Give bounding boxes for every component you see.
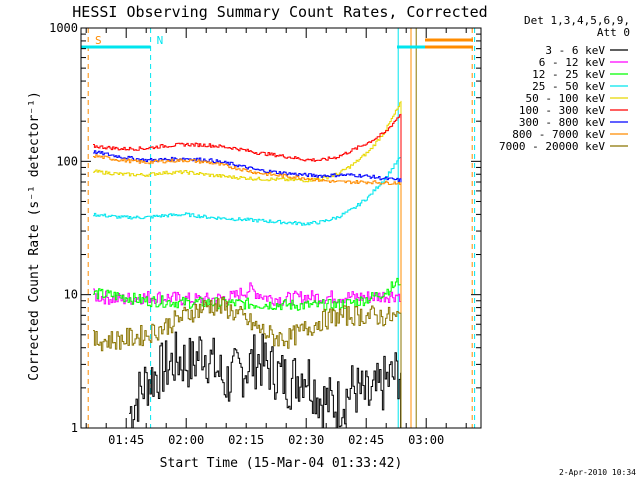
series-path: [93, 296, 402, 428]
series-12-25-keV-kev-line: [93, 274, 402, 428]
legend-label: 3 - 6 keV: [545, 44, 605, 57]
series-path: [93, 154, 402, 428]
chart-title: HESSI Observing Summary Count Rates, Cor…: [72, 3, 487, 21]
x-tick-label: 02:00: [168, 433, 204, 447]
x-tick-label: 02:30: [288, 433, 324, 447]
series-6-12-keV-kev-line: [93, 282, 402, 428]
series-7000-20000-keV-kev-line: [93, 296, 402, 428]
x-tick-label: 01:45: [108, 433, 144, 447]
legend-label: 12 - 25 keV: [532, 68, 605, 81]
series-3-6-keV-kev-line: [129, 331, 402, 429]
x-tick-label: 02:45: [348, 433, 384, 447]
legend-label: 6 - 12 keV: [539, 56, 606, 69]
annotation-n: N: [157, 34, 164, 47]
series-300-800-keV-kev-line: [93, 150, 402, 428]
series-100-300-keV-kev-line: [93, 113, 402, 428]
legend-label: 800 - 7000 keV: [512, 128, 605, 141]
series-path: [93, 282, 402, 428]
series-50-100-keV-kev-line: [93, 100, 402, 428]
series-path: [93, 100, 402, 428]
series-25-50-keV-kev-line: [93, 154, 402, 428]
y-tick-label: 100: [56, 154, 78, 168]
legend-header-attenuator: Att 0: [597, 26, 630, 39]
series-path: [93, 154, 402, 428]
legend-label: 25 - 50 keV: [532, 80, 605, 93]
axes: 1 10 100 1000 01:45 02:00 02:15 02:30 02:45 03:00: [49, 21, 482, 447]
y-tick-label: 1: [71, 421, 78, 435]
x-tick-label: 03:00: [408, 433, 444, 447]
series-800-7000-keV-kev-line: [93, 154, 402, 428]
y-tick-label: 1000: [49, 21, 78, 35]
plot-frame: [80, 27, 482, 429]
legend-header-detectors: Det 1,3,4,5,6,9,: [524, 14, 630, 27]
series-path: [93, 150, 402, 428]
x-tick-label: 02:15: [228, 433, 264, 447]
series-path: [93, 113, 402, 428]
legend-label: 100 - 300 keV: [519, 104, 605, 117]
series-path: [129, 331, 402, 429]
legend-label: 300 - 800 keV: [519, 116, 605, 129]
legend-label: 50 - 100 keV: [526, 92, 606, 105]
y-axis-label: Corrected Count Rate (s⁻¹ detector⁻¹): [27, 91, 42, 381]
generation-date: 2-Apr-2010 10:34: [559, 468, 636, 477]
y-tick-label: 10: [64, 288, 78, 302]
annotation-s: S: [95, 34, 102, 47]
x-axis-label: Start Time (15-Mar-04 01:33:42): [160, 456, 403, 471]
legend-label: 7000 - 20000 keV: [499, 140, 605, 153]
legend-header: Det 1,3,4,5,6,9, Att 0: [524, 14, 630, 39]
series-path: [93, 274, 402, 428]
